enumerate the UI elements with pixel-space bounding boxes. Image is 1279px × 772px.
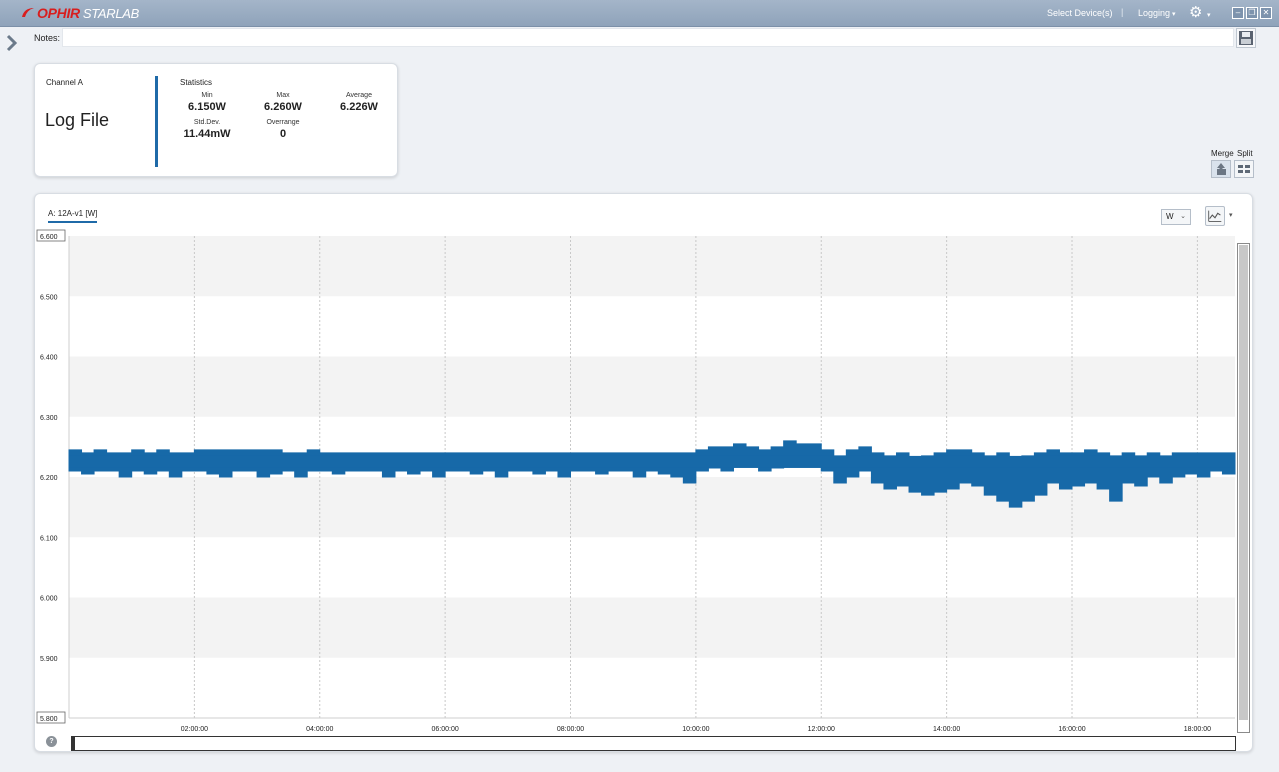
horizontal-scrollbar-thumb[interactable] bbox=[72, 737, 75, 750]
save-notes-button[interactable] bbox=[1236, 28, 1256, 48]
split-grid-icon bbox=[1238, 165, 1250, 173]
notes-input[interactable] bbox=[62, 28, 1234, 47]
merge-label: Merge bbox=[1211, 149, 1234, 158]
stat-max-value: 6.260W bbox=[264, 101, 302, 113]
x-tick-label: 10:00:00 bbox=[682, 726, 709, 733]
x-tick-label: 06:00:00 bbox=[432, 726, 459, 733]
stat-max: Max 6.260W bbox=[248, 92, 318, 113]
x-tick-label: 14:00:00 bbox=[933, 726, 960, 733]
stat-std-dev: Std.Dev. 11.44mW bbox=[172, 119, 242, 140]
merge-icon bbox=[1217, 163, 1226, 175]
y-tick-box bbox=[36, 711, 66, 724]
channel-label: Channel A bbox=[46, 78, 83, 87]
y-tick-label: 6.100 bbox=[40, 535, 58, 542]
stat-std-dev-value: 11.44mW bbox=[183, 128, 231, 140]
gear-caret-icon[interactable]: ▾ bbox=[1207, 12, 1211, 19]
logging-menu[interactable]: Logging ▾ bbox=[1138, 8, 1176, 18]
notes-label: Notes: bbox=[34, 33, 61, 43]
app-logo: OPHIR STARLAB bbox=[20, 5, 139, 21]
horizontal-scrollbar[interactable] bbox=[71, 736, 1236, 751]
x-tick-label: 08:00:00 bbox=[557, 726, 584, 733]
vertical-scrollbar[interactable] bbox=[1237, 243, 1250, 733]
x-tick-label: 16:00:00 bbox=[1058, 726, 1085, 733]
grid-band bbox=[69, 597, 1235, 658]
grid-band bbox=[69, 236, 1235, 297]
y-tick-label: 5.800 bbox=[40, 716, 58, 723]
stat-average-label: Average bbox=[346, 92, 372, 99]
line-chart-icon bbox=[1208, 210, 1222, 222]
minimize-button[interactable]: – bbox=[1232, 7, 1244, 19]
y-tick-label: 6.300 bbox=[40, 415, 58, 422]
stat-overrange: Overrange 0 bbox=[248, 119, 318, 140]
stat-min: Min 6.150W bbox=[172, 92, 242, 113]
power-chart[interactable]: 02:00:00 04:00:00 06:00:00 08:00:00 10:00:00… bbox=[35, 194, 1254, 753]
y-tick-label: 6.400 bbox=[40, 355, 58, 362]
stat-average-value: 6.226W bbox=[340, 101, 378, 113]
channel-tab[interactable]: A: 12A-v1 [W] bbox=[48, 209, 98, 223]
y-tick-label: 6.000 bbox=[40, 596, 58, 603]
grid-band bbox=[69, 356, 1235, 417]
y-tick-label: 6.600 bbox=[40, 234, 58, 241]
stat-overrange-value: 0 bbox=[279, 128, 287, 140]
unit-select[interactable]: W ⌄ bbox=[1161, 209, 1191, 225]
source-label: Log File bbox=[45, 110, 110, 130]
stat-std-dev-label: Std.Dev. bbox=[193, 119, 221, 126]
stat-min-value: 6.150W bbox=[188, 101, 226, 113]
help-icon[interactable]: ? bbox=[46, 736, 57, 747]
vertical-scrollbar-thumb[interactable] bbox=[1239, 245, 1248, 720]
x-tick-label: 12:00:00 bbox=[808, 726, 835, 733]
y-tick-label: 5.900 bbox=[40, 656, 58, 663]
select-devices-button[interactable]: Select Device(s) bbox=[1047, 8, 1113, 18]
stat-overrange-label: Overrange bbox=[266, 119, 300, 126]
save-icon bbox=[1239, 31, 1253, 45]
title-bar: OPHIR STARLAB Select Device(s) | Logging… bbox=[0, 0, 1279, 27]
expand-panel-icon[interactable] bbox=[5, 33, 19, 53]
close-button[interactable]: ✕ bbox=[1260, 7, 1272, 19]
statistics-title: Statistics bbox=[180, 78, 213, 87]
split-label: Split bbox=[1237, 149, 1253, 158]
plot-type-caret-icon[interactable]: ▾ bbox=[1229, 212, 1233, 219]
stat-average: Average 6.226W bbox=[324, 92, 394, 113]
gear-icon[interactable]: ⚙ bbox=[1189, 4, 1203, 21]
statistics-card: Channel A Log File Statistics Min 6.150W… bbox=[34, 63, 398, 177]
stat-min-label: Min bbox=[201, 92, 213, 99]
product-name: STARLAB bbox=[82, 5, 140, 21]
split-button[interactable] bbox=[1234, 160, 1254, 178]
merge-button[interactable] bbox=[1211, 160, 1231, 178]
logging-caret-icon: ▾ bbox=[1172, 11, 1176, 18]
x-tick-label: 18:00:00 bbox=[1184, 726, 1211, 733]
unit-select-value: W bbox=[1166, 212, 1174, 221]
y-tick-label: 6.500 bbox=[40, 294, 58, 301]
plot-type-button[interactable] bbox=[1205, 206, 1225, 226]
data-series-core bbox=[69, 455, 1235, 468]
graph-panel: 02:00:00 04:00:00 06:00:00 08:00:00 10:00:00… bbox=[34, 193, 1253, 752]
card-divider bbox=[155, 76, 158, 167]
y-tick-box bbox=[36, 229, 66, 242]
x-tick-label: 02:00:00 bbox=[181, 726, 208, 733]
restore-button[interactable]: ❐ bbox=[1246, 7, 1258, 19]
x-tick-label: 04:00:00 bbox=[306, 726, 333, 733]
stat-max-label: Max bbox=[276, 92, 290, 99]
logo-swoosh-icon bbox=[22, 8, 34, 17]
logging-label: Logging bbox=[1138, 8, 1171, 18]
titlebar-separator: | bbox=[1121, 7, 1124, 17]
chevron-down-icon: ⌄ bbox=[1180, 213, 1186, 220]
brand-name: OPHIR bbox=[37, 5, 80, 21]
y-tick-label: 6.200 bbox=[40, 475, 58, 482]
